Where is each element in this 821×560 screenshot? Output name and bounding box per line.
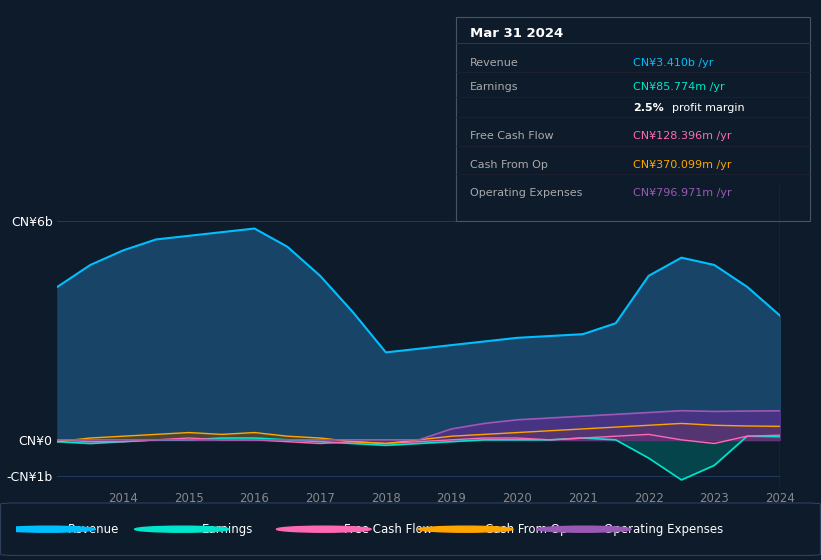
Text: 2.5%: 2.5% bbox=[633, 102, 663, 113]
Text: Free Cash Flow: Free Cash Flow bbox=[470, 131, 553, 141]
Text: Revenue: Revenue bbox=[67, 522, 119, 536]
Text: CN¥796.971m /yr: CN¥796.971m /yr bbox=[633, 189, 732, 198]
Text: Earnings: Earnings bbox=[202, 522, 253, 536]
Text: CN¥370.099m /yr: CN¥370.099m /yr bbox=[633, 160, 732, 170]
Text: profit margin: profit margin bbox=[672, 102, 745, 113]
Text: Revenue: Revenue bbox=[470, 58, 519, 68]
Text: Cash From Op: Cash From Op bbox=[470, 160, 548, 170]
Text: Free Cash Flow: Free Cash Flow bbox=[343, 522, 432, 536]
Circle shape bbox=[277, 526, 371, 532]
Circle shape bbox=[1, 526, 95, 532]
Text: CN¥128.396m /yr: CN¥128.396m /yr bbox=[633, 131, 732, 141]
Text: Mar 31 2024: Mar 31 2024 bbox=[470, 27, 563, 40]
Circle shape bbox=[135, 526, 229, 532]
Text: Earnings: Earnings bbox=[470, 82, 518, 92]
Text: CN¥85.774m /yr: CN¥85.774m /yr bbox=[633, 82, 725, 92]
Text: Operating Expenses: Operating Expenses bbox=[470, 189, 582, 198]
Text: Cash From Op: Cash From Op bbox=[485, 522, 568, 536]
Text: Operating Expenses: Operating Expenses bbox=[603, 522, 722, 536]
Circle shape bbox=[537, 526, 631, 532]
Text: CN¥3.410b /yr: CN¥3.410b /yr bbox=[633, 58, 713, 68]
Circle shape bbox=[419, 526, 513, 532]
